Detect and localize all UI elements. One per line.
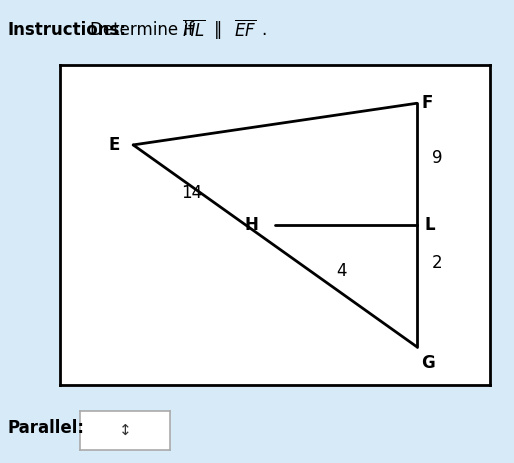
Text: G: G — [420, 354, 434, 372]
Text: Parallel:: Parallel: — [8, 419, 85, 437]
Text: $\|$: $\|$ — [213, 19, 222, 41]
Text: ↕: ↕ — [119, 423, 132, 438]
Text: L: L — [425, 216, 435, 234]
Text: 9: 9 — [432, 149, 443, 167]
Text: Determine if: Determine if — [90, 21, 199, 39]
Text: H: H — [245, 216, 259, 234]
Text: Instructions:: Instructions: — [8, 21, 127, 39]
Text: $\overline{HL}$: $\overline{HL}$ — [182, 19, 206, 41]
Text: E: E — [108, 136, 120, 154]
Text: 2: 2 — [432, 255, 443, 272]
Text: .: . — [261, 21, 266, 39]
Text: $\overline{EF}$: $\overline{EF}$ — [234, 19, 256, 41]
Text: 4: 4 — [336, 263, 347, 281]
Text: F: F — [422, 94, 433, 112]
Text: 14: 14 — [180, 184, 202, 202]
